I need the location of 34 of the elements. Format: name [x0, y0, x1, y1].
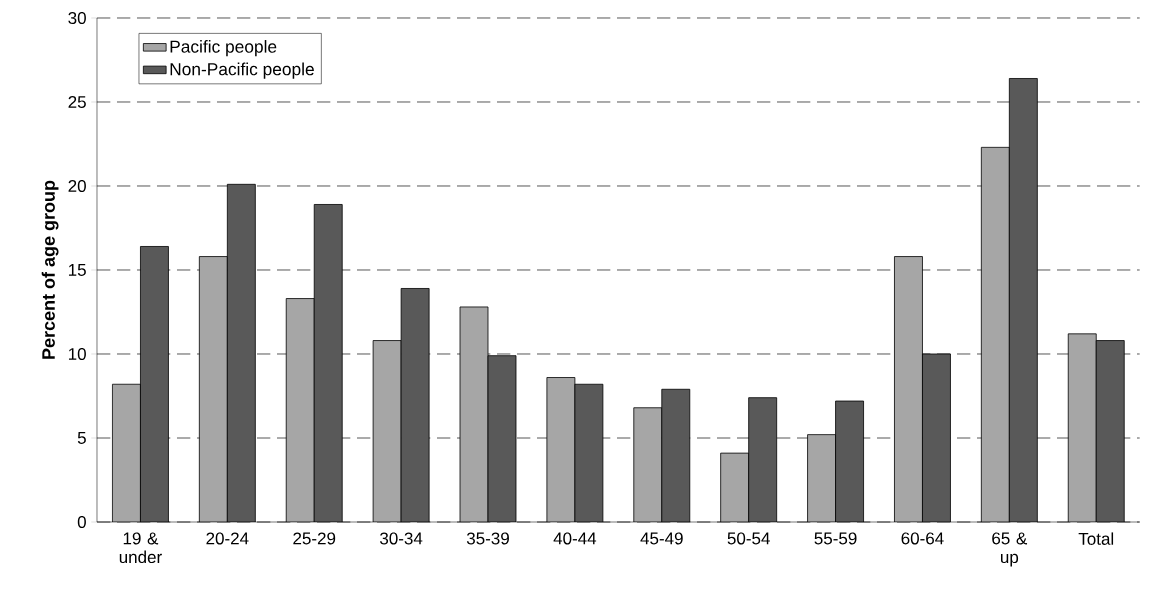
bar: [1067, 333, 1097, 522]
x-tick-label: 65 & up: [992, 532, 1028, 567]
y-tick-label: 30: [68, 11, 86, 25]
bar: [894, 256, 923, 522]
y-tick-label: 25: [68, 95, 86, 109]
x-tick-label: 20-24: [206, 532, 249, 545]
x-tick-label: 35-39: [466, 532, 509, 545]
bar: [285, 298, 315, 522]
bar: [112, 383, 141, 522]
legend-label: Non-Pacific people: [170, 62, 314, 79]
x-tick-label: 19 & under: [119, 532, 162, 564]
y-axis-title: Percent of age group: [41, 180, 59, 359]
x-tick-label: 25-29: [293, 532, 336, 545]
x-tick-label: 60-64: [901, 532, 944, 545]
y-tick-label: 15: [68, 264, 86, 276]
legend-label: Pacific people: [170, 40, 277, 57]
bar: [372, 340, 402, 522]
bar: [459, 306, 489, 522]
x-tick-label: 50-54: [727, 532, 770, 545]
y-tick-label: 0: [77, 515, 86, 529]
x-tick-label: 45-49: [640, 532, 683, 545]
y-tick-label: 20: [68, 179, 86, 193]
bar: [720, 452, 750, 522]
x-tick-label: 55-59: [814, 532, 857, 545]
bar: [546, 377, 576, 522]
y-tick-label: 10: [68, 347, 86, 361]
bar: [198, 256, 228, 522]
bar: [633, 407, 663, 522]
x-tick-label: Total: [1078, 532, 1114, 545]
bar: [807, 434, 836, 522]
bar: [980, 146, 1010, 522]
y-tick-label: 5: [77, 432, 86, 444]
x-tick-label: 40-44: [553, 532, 597, 545]
x-tick-label: 30-34: [380, 532, 423, 545]
